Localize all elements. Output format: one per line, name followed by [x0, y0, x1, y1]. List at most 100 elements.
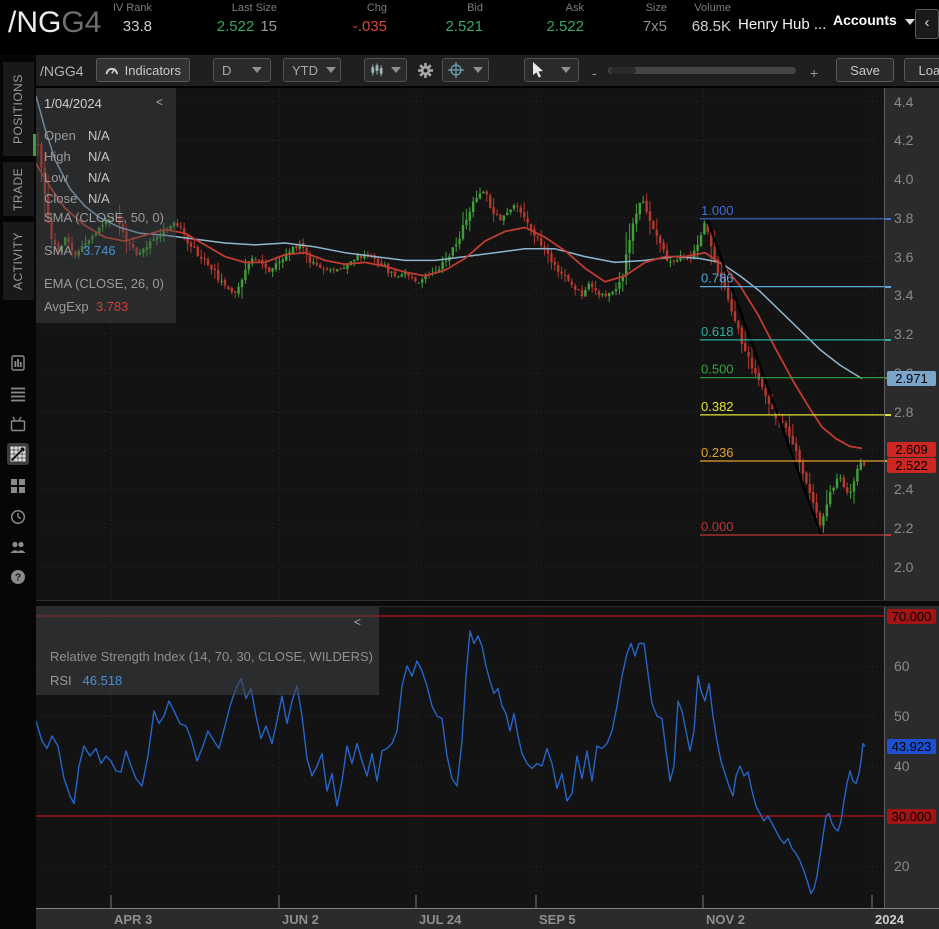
price-axis[interactable]: 4.44.24.03.83.63.43.23.02.82.62.42.22.02…: [884, 88, 939, 908]
chevron-down-icon: [326, 67, 336, 73]
sma-definition: SMA (CLOSE, 50, 0): [44, 210, 164, 225]
rsi-readout: RSI 46.518: [50, 673, 123, 688]
zoom-slider-thumb[interactable]: [610, 67, 636, 74]
zoom-out-button[interactable]: -: [592, 65, 597, 81]
pane-resize-handle[interactable]: [36, 600, 939, 607]
fib-axis-mark: [885, 286, 891, 288]
chart-settings-button[interactable]: [412, 58, 438, 82]
fib-axis-mark: [885, 534, 891, 536]
instrument-description: Henry Hub ...: [738, 16, 827, 33]
rsi-tick-label: 20: [894, 858, 910, 874]
collapse-sidebar-button[interactable]: ‹: [915, 9, 939, 39]
fib-label: 1.000: [701, 203, 734, 218]
rsi-value: 46.518: [82, 673, 123, 688]
ema-readout: AvgExp 3.783: [44, 299, 129, 314]
fib-label: 0.236: [701, 445, 734, 460]
price-tick-label: 3.2: [894, 326, 914, 342]
time-tick-label: SEP 5: [539, 912, 576, 927]
time-tick-label: JUL 24: [419, 912, 462, 927]
chevron-down-icon: [252, 67, 262, 73]
stat-last-size: Last Size 2.522 15: [216, 2, 277, 35]
fib-label: 0.500: [701, 362, 734, 377]
crosshair-dropdown[interactable]: [442, 58, 489, 82]
positions-activity-indicator: [33, 134, 36, 156]
sma-readout: SMA 3.746: [44, 243, 116, 258]
sidebar-tab-trade[interactable]: TRADE: [3, 162, 34, 216]
toolbar-symbol: /NGG4: [40, 63, 84, 79]
symbol-title: /NGG4: [8, 6, 101, 40]
sidebar-tab-activity[interactable]: ACTIVITY: [3, 222, 34, 300]
chart-toolbar: /NGG4 Indicators D YTD: [36, 55, 939, 88]
fib-label: 0.000: [701, 519, 734, 534]
rsi-title: Relative Strength Index (14, 70, 30, CLO…: [50, 649, 373, 664]
price-tick-label: 4.0: [894, 171, 914, 187]
price-tick-label: 4.2: [894, 132, 914, 148]
rsi-tick-label: 50: [894, 708, 910, 724]
time-axis[interactable]: APR 3 JUN 2 JUL 24 SEP 5 NOV 2 2024: [36, 908, 939, 929]
cursor-arrow-icon: [533, 62, 543, 78]
ohlc-info-panel: 1/04/2024 < Open N/A High N/A Low N/A Close N/A…: [36, 88, 176, 323]
collapse-rsi-button[interactable]: <: [354, 615, 362, 629]
price-tick-label: 2.0: [894, 559, 914, 575]
range-dropdown[interactable]: YTD: [283, 58, 341, 82]
ohlc-row-close: Close N/A: [44, 191, 110, 206]
stat-bid: Bid 2.521: [445, 2, 483, 35]
sidebar-tab-positions[interactable]: POSITIONS: [3, 62, 34, 156]
fib-label: 0.786: [701, 271, 734, 286]
stat-ask: Ask 2.522: [546, 2, 584, 35]
rsi-info-panel: < Relative Strength Index (14, 70, 30, C…: [36, 607, 379, 695]
price-badge: 2.522: [887, 458, 936, 473]
list-icon[interactable]: [7, 383, 29, 405]
symbol-suffix: G4: [61, 6, 102, 39]
symbol-root: /NG: [8, 6, 62, 39]
accounts-menu[interactable]: Accounts: [833, 12, 915, 28]
ohlc-row-low: Low N/A: [44, 170, 110, 185]
rsi-tick-label: 40: [894, 758, 910, 774]
people-icon[interactable]: [7, 536, 29, 558]
price-tick-label: 3.8: [894, 210, 914, 226]
price-chart[interactable]: 1.000 0.786 0.618 0.500 0.382 0.236 0.000: [36, 88, 884, 600]
ema-definition: EMA (CLOSE, 26, 0): [44, 276, 164, 291]
indicators-button[interactable]: Indicators: [96, 58, 190, 82]
ledger-icon[interactable]: [7, 352, 29, 374]
cursor-tool-dropdown[interactable]: [524, 58, 579, 82]
tv-icon[interactable]: [7, 413, 29, 435]
fib-label: 0.382: [701, 399, 734, 414]
grid-squares-icon[interactable]: [7, 475, 29, 497]
chevron-down-icon: [904, 19, 915, 25]
time-tick-label: 2024: [875, 912, 904, 927]
cursor-date: 1/04/2024: [44, 96, 102, 111]
chevron-down-icon: [391, 67, 401, 73]
svg-text:?: ?: [15, 573, 21, 584]
chart-grid-icon[interactable]: [7, 443, 29, 465]
chart-type-dropdown[interactable]: [364, 58, 407, 82]
price-tick-label: 2.4: [894, 481, 914, 497]
zoom-slider[interactable]: [608, 67, 796, 74]
price-tick-label: 2.8: [894, 404, 914, 420]
fib-axis-mark: [885, 414, 891, 416]
crosshair-icon: [448, 62, 464, 78]
gauge-icon: [105, 67, 118, 74]
timeframe-dropdown[interactable]: D: [213, 58, 271, 82]
save-button[interactable]: Save: [836, 58, 894, 82]
price-tick-label: 4.4: [894, 94, 914, 110]
stat-chg: Chg -.035: [352, 2, 387, 35]
rsi-badge: 30.000: [887, 809, 936, 824]
price-badge: 2.609: [887, 442, 936, 457]
ema-value: 3.783: [95, 299, 129, 314]
zoom-in-button[interactable]: +: [810, 65, 819, 81]
stat-volume: Volume 68.5K: [691, 2, 731, 35]
collapse-info-button[interactable]: <: [156, 95, 164, 109]
time-tick-label: APR 3: [114, 912, 153, 927]
ohlc-row-high: High N/A: [44, 149, 110, 164]
time-tick-label: NOV 2: [706, 912, 746, 927]
fib-axis-mark: [885, 218, 891, 220]
price-badge: 2.971: [887, 371, 936, 386]
help-icon[interactable]: ?: [7, 566, 29, 588]
load-button[interactable]: Load: [904, 58, 939, 82]
gear-icon: [417, 62, 433, 78]
clock-icon[interactable]: [7, 506, 29, 528]
rsi-tick-label: 60: [894, 658, 910, 674]
rsi-badge: 70.000: [887, 609, 936, 624]
